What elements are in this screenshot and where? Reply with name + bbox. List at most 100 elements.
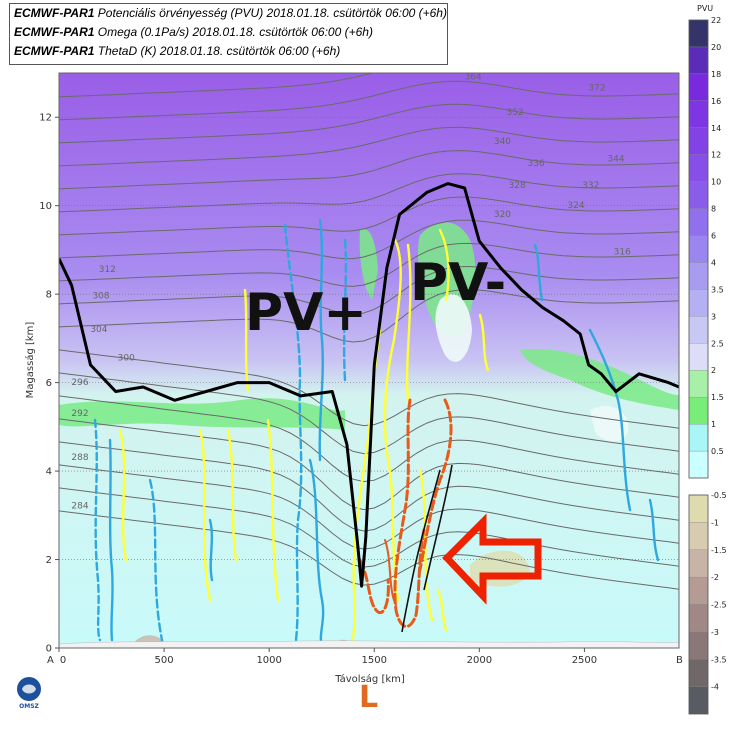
pv-colorbar-label: 10 xyxy=(711,178,721,187)
pv-colorbar-swatch xyxy=(688,181,709,209)
omega-colorbar-swatch xyxy=(688,604,709,633)
omega-contour xyxy=(108,438,114,642)
legend-model: ECMWF-PAR1 xyxy=(14,6,95,20)
pv-colorbar-swatch xyxy=(688,450,709,479)
x-tick-label: 1000 xyxy=(256,655,281,666)
thetad-contour xyxy=(59,289,679,343)
thetad-contour xyxy=(59,242,679,287)
legend-line-pv: ECMWF-PAR1 Potenciális örvényesség (PVU)… xyxy=(10,4,447,23)
thetad-contour-label: 328 xyxy=(509,181,526,191)
thetad-contour-label: 288 xyxy=(71,453,88,463)
legend-model: ECMWF-PAR1 xyxy=(14,44,95,58)
y-tick-label: 0 xyxy=(46,644,52,655)
pv-minus-label: PV- xyxy=(410,253,506,313)
legend-text: ThetaD (K) 2018.01.18. csütörtök 06:00 (… xyxy=(97,44,341,58)
omega-colorbar-label: -1.5 xyxy=(711,546,727,555)
omega-contour xyxy=(118,428,128,562)
pv-fold-contour xyxy=(401,464,453,633)
omega-contour xyxy=(198,428,212,602)
omega-colorbar-swatch xyxy=(688,659,709,687)
omega-contour xyxy=(308,458,325,648)
x-axis-ticks: 0 500 1000 1500 2000 2500 xyxy=(58,648,597,666)
thetad-contour-label: 336 xyxy=(527,159,544,169)
thetad-contour-label: 300 xyxy=(118,354,135,364)
omega-contour xyxy=(226,428,238,562)
omega-contour xyxy=(588,328,632,512)
omega-colorbar-frame xyxy=(688,494,709,715)
legend-text: Potenciális örvényesség (PVU) 2018.01.18… xyxy=(97,6,447,20)
pv-colorbar-swatch xyxy=(688,316,709,344)
legend-box: ECMWF-PAR1 Potenciális örvényesség (PVU)… xyxy=(9,3,448,65)
red-arrow-annotation xyxy=(442,513,542,605)
omega-contour xyxy=(478,313,490,372)
pv-colorbar-swatch xyxy=(688,423,709,452)
x-tick-label: 2000 xyxy=(467,655,492,666)
pv-colorbar-label: 1 xyxy=(711,420,716,429)
omega-colorbar-swatch xyxy=(688,631,709,660)
omega-contour xyxy=(283,223,303,642)
thetad-contour xyxy=(59,126,679,167)
thetad-contour xyxy=(59,80,679,121)
legend-line-omega: ECMWF-PAR1 Omega (0.1Pa/s) 2018.01.18. c… xyxy=(10,23,447,42)
pv-colorbar-frame xyxy=(688,19,709,479)
omega-contour xyxy=(243,288,250,392)
thetad-contour-label: 364 xyxy=(464,73,481,83)
thetad-contour xyxy=(59,441,679,532)
pv-colorbar-swatch xyxy=(688,46,709,75)
omega-contour xyxy=(358,558,390,614)
thetad-contour xyxy=(59,103,679,144)
terrain xyxy=(59,640,679,648)
pv-colorbar-label: 2 xyxy=(711,366,716,375)
x-tick-label: 500 xyxy=(155,655,174,666)
thetad-contour xyxy=(59,265,679,315)
omega-colorbar-swatch xyxy=(688,522,709,550)
legend-text: Omega (0.1Pa/s) 2018.01.18. csütörtök 06… xyxy=(97,25,373,39)
pv-colorbar-label: 2.5 xyxy=(711,339,724,348)
omega-colorbar-swatch xyxy=(688,686,709,715)
pv-plus-label: PV+ xyxy=(245,283,367,343)
start-point-label: A xyxy=(47,655,54,666)
omsz-logo-text: OMSZ xyxy=(19,703,39,710)
omega-contour xyxy=(533,243,544,302)
thetad-contour-label: 340 xyxy=(494,137,511,147)
omega-contour xyxy=(438,228,450,302)
y-tick-label: 2 xyxy=(46,555,52,566)
pv-colorbar-label: 20 xyxy=(711,43,721,52)
dynamic-tropopause-line xyxy=(59,182,679,588)
pv-colorbar-swatch xyxy=(688,154,709,182)
pv-colorbar-swatch xyxy=(688,235,709,263)
omega-contour xyxy=(418,398,453,572)
omega-colorbar-swatch xyxy=(688,549,709,578)
omega-contour xyxy=(93,418,102,642)
pv-colorbar-swatch xyxy=(688,289,709,317)
pv-colorbar-label: 3 xyxy=(711,312,716,321)
y-tick-label: 8 xyxy=(46,290,52,301)
omega-contour xyxy=(208,518,214,582)
pv-colorbar-label: 8 xyxy=(711,205,716,214)
pv-colorbar-swatch xyxy=(688,343,709,371)
thetad-contour-label: 352 xyxy=(506,108,523,118)
omega-contour xyxy=(266,418,280,602)
thetad-contour-label: 308 xyxy=(92,292,109,302)
y-tick-label: 10 xyxy=(39,201,52,212)
legend-model: ECMWF-PAR1 xyxy=(14,25,95,39)
pv-low-patches xyxy=(435,294,629,442)
omega-colorbar-label: -2.5 xyxy=(711,601,727,610)
pv-colorbar-swatch xyxy=(688,208,709,236)
pv-colorbar-label: 22 xyxy=(711,16,721,25)
omega-contour xyxy=(342,238,348,382)
thetad-contour-label: 372 xyxy=(588,84,605,94)
thetad-contour xyxy=(59,464,679,550)
omega-contour xyxy=(648,498,660,562)
thetad-contour-label: 320 xyxy=(494,210,511,220)
pv-colorbar-unit: PVU xyxy=(697,4,713,13)
omega-colorbar-label: -0.5 xyxy=(711,491,727,500)
y-axis-label: Magasság [km] xyxy=(24,322,36,399)
pv-colorbar-swatch xyxy=(688,100,709,128)
pv-colorbar-label: 3.5 xyxy=(711,285,724,294)
omega-colorbar-label: -3.5 xyxy=(711,655,727,664)
y-tick-label: 12 xyxy=(39,113,52,124)
x-axis-label: Távolság [km] xyxy=(334,673,405,685)
thetad-contour xyxy=(59,196,679,236)
